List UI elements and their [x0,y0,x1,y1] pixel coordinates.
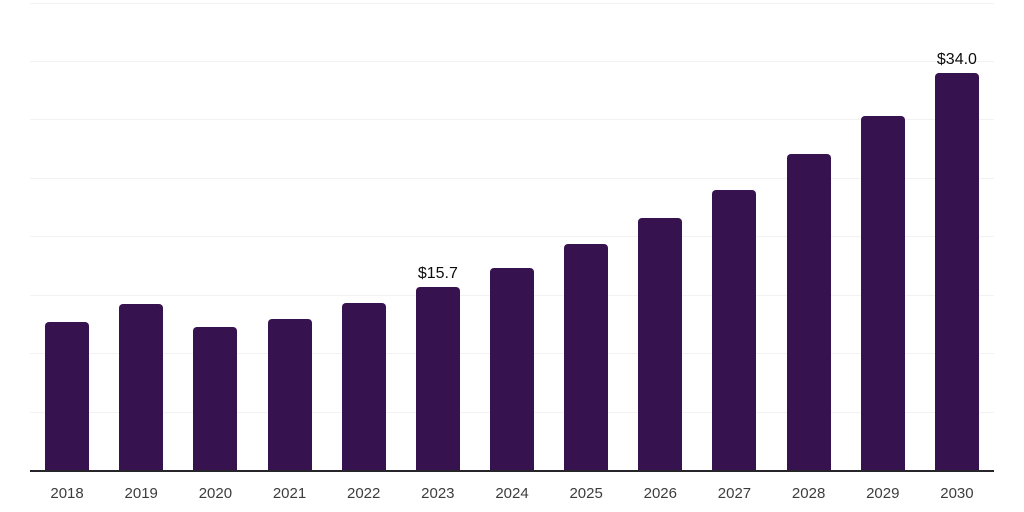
bar-2029 [860,115,905,470]
x-tick-label-2022: 2022 [347,485,381,502]
bar-2020 [193,327,238,470]
bar-2022 [341,302,386,470]
x-tick-label-2021: 2021 [272,485,307,502]
gridline-40 [30,2,994,4]
x-tick-label-2025: 2025 [569,485,603,502]
gridline-20 [30,236,994,238]
x-tick-label-2029: 2029 [866,485,900,502]
gridline-30 [30,119,994,121]
bar-2025 [564,244,609,470]
bar-2023 [415,286,460,470]
x-tick-label-2018: 2018 [50,485,84,502]
bar-2019 [119,304,164,470]
x-tick-label-2020: 2020 [198,485,233,502]
x-tick-label-2030: 2030 [940,485,974,502]
bar-2018 [45,321,90,470]
bar-2021 [267,319,312,470]
data-label-2023: $15.7 [417,264,458,282]
x-tick-label-2019: 2019 [124,485,158,502]
x-tick-label-2028: 2028 [791,485,826,502]
bar-2027 [712,189,757,470]
bar-2024 [490,267,534,470]
data-label-2030: $34.0 [936,50,977,68]
gridline-35 [30,60,994,62]
x-tick-label-2024: 2024 [495,485,529,502]
x-tick-label-2027: 2027 [717,485,752,502]
x-tick-label-2026: 2026 [643,485,677,502]
bar-2030 [934,72,979,470]
x-axis-line [30,469,994,472]
bar-2026 [638,217,683,470]
gridline-25 [30,177,994,179]
x-tick-label-2023: 2023 [421,485,455,502]
bar-2028 [786,154,831,470]
